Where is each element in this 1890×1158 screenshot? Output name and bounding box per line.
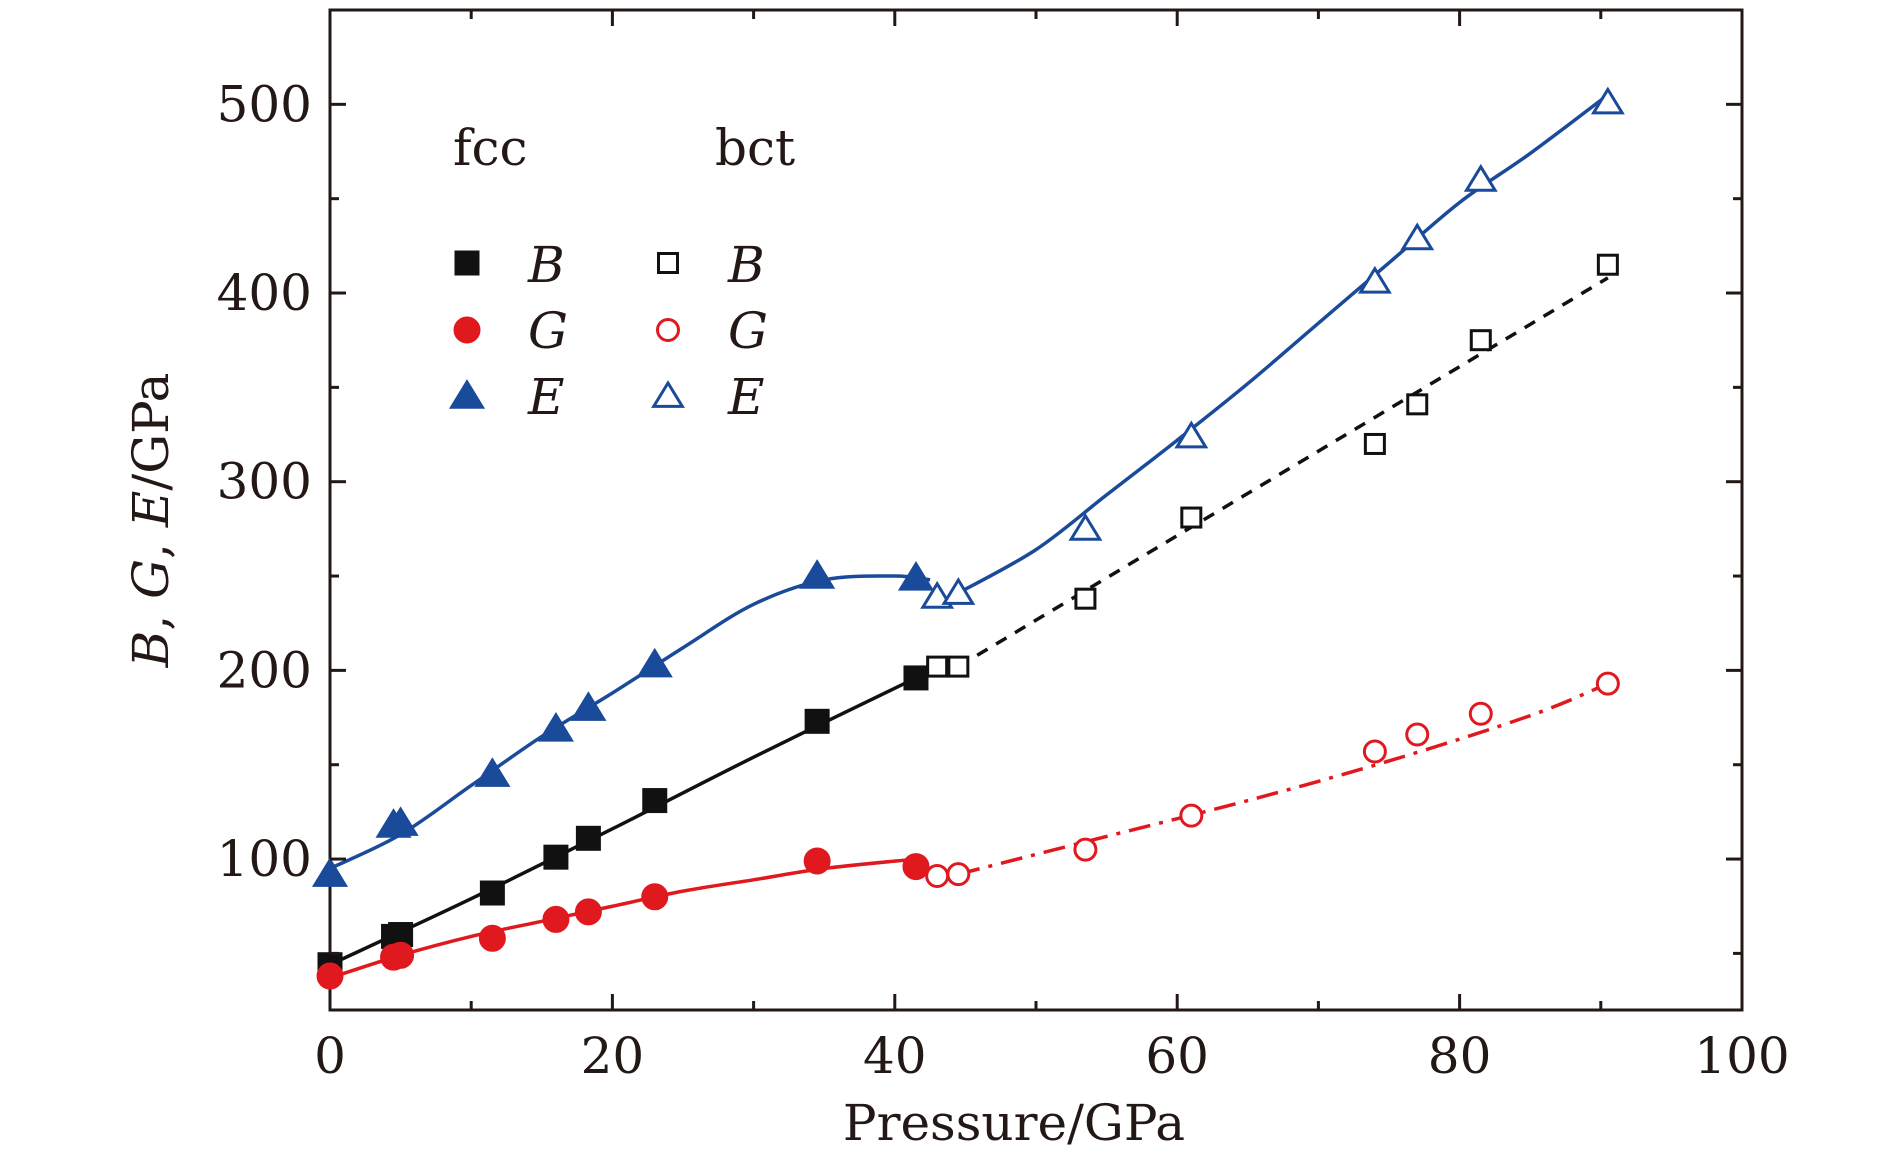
x-axis-title: Pressure/GPa <box>843 1094 1185 1152</box>
axis-ticks: 0 20 40 60 80 100 100 200 300 400 500 <box>217 10 1790 1085</box>
legend-marker-fcc-b <box>454 250 480 276</box>
y-tick-label: 300 <box>217 453 312 511</box>
fit-line-fcc-e-fit <box>329 574 931 871</box>
legend-label-bct-e: E <box>727 368 765 426</box>
point-bct-g <box>1362 739 1387 764</box>
point-fcc-g <box>574 898 602 926</box>
point-bct-e <box>1068 512 1103 541</box>
y-tick-label: 100 <box>217 830 312 888</box>
point-fcc-e <box>570 691 607 721</box>
point-bct-b <box>947 655 970 678</box>
y-axis-title: B, G, E/GPa <box>122 373 180 669</box>
legend-marker-fcc-e <box>448 379 486 409</box>
point-bct-b <box>1469 329 1492 352</box>
point-bct-b <box>1363 432 1386 455</box>
point-bct-e <box>941 577 976 605</box>
point-bct-b <box>1406 393 1429 416</box>
point-bct-g <box>1468 701 1493 726</box>
point-bct-b <box>926 655 949 678</box>
fit-line-bct-e-fit <box>957 93 1609 595</box>
legend-label-fcc-g: G <box>528 302 568 360</box>
point-bct-b <box>1180 506 1203 529</box>
fit-line-bct-b-fit <box>957 276 1609 669</box>
point-fcc-b <box>642 788 668 814</box>
legend: fcc bct B G E B G E <box>448 119 795 426</box>
legend-label-bct-g: G <box>728 302 768 360</box>
point-fcc-e <box>382 806 419 836</box>
y-axis-title-sep1: , <box>122 599 180 631</box>
point-bct-e <box>1590 86 1625 115</box>
legend-label-fcc-e: E <box>527 368 565 426</box>
legend-header-bct: bct <box>715 119 795 177</box>
point-fcc-e <box>537 711 574 742</box>
point-fcc-b <box>543 844 569 870</box>
fit-line-bct-g-fit <box>957 681 1609 876</box>
point-fcc-e <box>311 857 349 887</box>
x-tick-label: 100 <box>1694 1027 1789 1085</box>
plot-frame <box>328 8 1744 1012</box>
point-fcc-g <box>316 962 344 990</box>
point-bct-b <box>1074 587 1097 610</box>
point-bct-g <box>1179 803 1204 828</box>
x-tick-label: 0 <box>314 1027 346 1085</box>
point-bct-e <box>1357 265 1392 294</box>
legend-label-fcc-b: B <box>527 236 565 294</box>
point-fcc-b <box>903 665 929 691</box>
point-fcc-b <box>804 708 830 734</box>
plot-border <box>328 8 1744 1012</box>
point-fcc-e <box>897 561 935 591</box>
point-bct-g <box>946 862 971 887</box>
point-bct-e <box>1174 420 1209 449</box>
point-fcc-e <box>799 559 836 589</box>
point-fcc-g <box>902 853 930 881</box>
data-points <box>311 86 1625 990</box>
point-bct-g <box>925 864 950 889</box>
point-bct-g <box>1073 837 1098 862</box>
point-fcc-b <box>479 880 505 906</box>
point-bct-b <box>1596 253 1619 276</box>
y-axis-title-e: E <box>122 491 180 529</box>
legend-marker-bct-b <box>657 252 679 274</box>
point-bct-e <box>1463 163 1498 192</box>
point-fcc-e <box>636 647 673 678</box>
x-tick-label: 60 <box>1145 1027 1209 1085</box>
point-bct-g <box>1595 671 1620 696</box>
point-fcc-g <box>387 941 415 969</box>
legend-marker-bct-e <box>651 380 685 408</box>
point-fcc-g <box>803 847 831 875</box>
point-bct-g <box>1405 722 1430 747</box>
point-fcc-b <box>575 825 601 851</box>
x-tick-label: 80 <box>1428 1027 1492 1085</box>
x-tick-label: 20 <box>581 1027 645 1085</box>
y-axis-title-unit: /GPa <box>122 373 180 491</box>
point-fcc-g <box>641 883 669 911</box>
fit-line-fcc-g-fit <box>329 857 917 980</box>
legend-header-fcc: fcc <box>453 119 528 177</box>
point-fcc-g <box>478 924 506 952</box>
point-fcc-g <box>542 905 570 933</box>
legend-marker-bct-g <box>656 318 680 342</box>
y-axis-title-g: G <box>122 559 180 599</box>
legend-markers <box>448 250 685 409</box>
y-axis-title-sep2: , <box>122 527 180 559</box>
y-tick-label: 400 <box>217 264 312 322</box>
x-tick-label: 40 <box>863 1027 927 1085</box>
y-tick-label: 500 <box>217 75 312 133</box>
legend-label-bct-b: B <box>727 236 765 294</box>
y-tick-label: 200 <box>217 641 312 699</box>
point-fcc-e <box>474 757 511 787</box>
point-bct-e <box>1400 222 1435 251</box>
y-axis-title-b: B <box>122 631 180 669</box>
legend-marker-fcc-g <box>453 316 481 344</box>
